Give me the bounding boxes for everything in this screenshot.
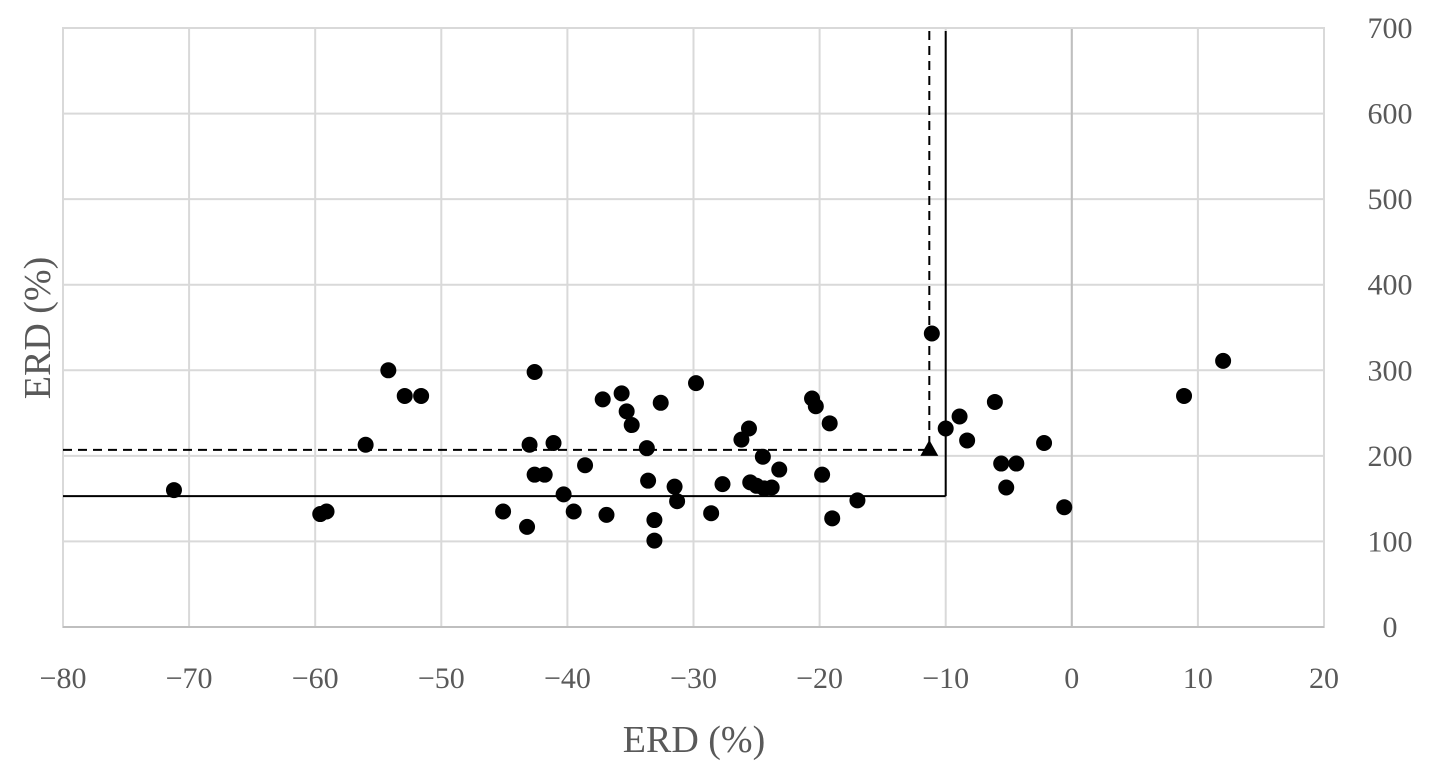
data-point — [1215, 352, 1232, 369]
x-tick-label: −40 — [544, 662, 591, 695]
y-tick-label: 300 — [1368, 354, 1413, 387]
data-point — [754, 448, 771, 465]
data-point — [771, 461, 788, 478]
data-point — [703, 505, 720, 522]
data-point — [519, 518, 536, 535]
y-tick-label: 600 — [1368, 98, 1413, 131]
data-point — [565, 503, 582, 520]
x-tick-label: −20 — [796, 662, 843, 695]
y-tick-label: 100 — [1368, 525, 1413, 558]
data-point — [814, 466, 831, 483]
grid-lines — [62, 27, 1325, 628]
data-point — [763, 479, 780, 496]
data-point — [638, 440, 655, 457]
data-point — [598, 506, 615, 523]
data-point — [318, 503, 335, 520]
data-point — [923, 325, 940, 342]
x-tick-label: 0 — [1064, 662, 1079, 695]
data-point — [937, 420, 954, 437]
reference-lines — [63, 31, 947, 498]
data-point — [646, 532, 663, 549]
data-point — [536, 466, 553, 483]
x-tick-label: 20 — [1309, 662, 1339, 695]
data-point — [396, 387, 413, 404]
data-point — [380, 362, 397, 379]
data-point — [993, 455, 1010, 472]
data-point — [959, 432, 976, 449]
data-point — [555, 486, 572, 503]
data-point — [1056, 499, 1073, 516]
x-tick-labels: −80 −70 −60 −50 −40 −30 −20 −10 0 10 20 — [40, 662, 1339, 695]
data-point — [986, 393, 1003, 410]
data-point — [613, 385, 630, 402]
data-point — [357, 436, 374, 453]
data-point — [640, 472, 657, 489]
data-point — [1036, 435, 1053, 452]
data-point — [165, 482, 182, 499]
x-tick-label: −60 — [292, 662, 339, 695]
y-tick-label: 500 — [1368, 183, 1413, 216]
data-point — [666, 478, 683, 495]
y-axis-title: ERD (%) — [17, 257, 59, 399]
triangle-marker — [920, 439, 939, 456]
y-tick-label: 400 — [1368, 269, 1413, 302]
y-tick-labels: 0 100 200 300 400 500 600 700 — [1368, 12, 1413, 644]
data-point — [669, 493, 686, 510]
data-point — [998, 479, 1015, 496]
data-point — [594, 391, 611, 408]
x-tick-label: −50 — [418, 662, 465, 695]
x-tick-label: −10 — [922, 662, 969, 695]
data-point — [1008, 455, 1025, 472]
y-tick-label: 700 — [1368, 12, 1413, 45]
data-point — [821, 415, 838, 432]
y-tick-label: 0 — [1383, 611, 1398, 644]
data-point — [824, 510, 841, 527]
data-point — [577, 457, 594, 474]
data-point — [714, 476, 731, 493]
x-tick-label: −80 — [40, 662, 87, 695]
data-point — [740, 420, 757, 437]
data-point — [495, 503, 512, 520]
data-point — [807, 398, 824, 415]
x-tick-label: 10 — [1183, 662, 1213, 695]
x-axis-title: ERD (%) — [623, 719, 765, 761]
data-point — [1176, 387, 1193, 404]
data-point — [521, 436, 538, 453]
data-point — [413, 387, 430, 404]
y-tick-label: 200 — [1368, 440, 1413, 473]
data-point — [623, 417, 640, 434]
data-point — [545, 435, 562, 452]
data-point — [618, 403, 635, 420]
x-tick-label: −30 — [670, 662, 717, 695]
data-point — [849, 492, 866, 509]
data-point — [951, 408, 968, 425]
data-point — [526, 363, 543, 380]
data-point — [646, 512, 663, 529]
data-point — [688, 375, 705, 392]
data-point — [652, 394, 669, 411]
data-points — [165, 325, 1232, 549]
x-tick-label: −70 — [166, 662, 213, 695]
